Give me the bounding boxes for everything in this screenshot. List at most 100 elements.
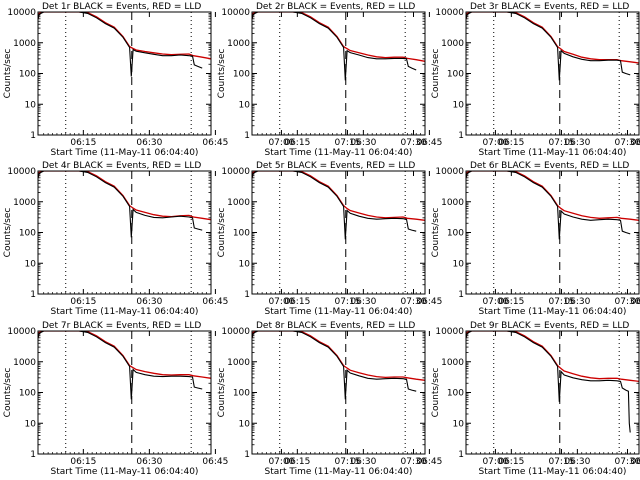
y-axis-label: Counts/sec xyxy=(217,368,227,418)
y-tick-label: 10 xyxy=(25,259,37,269)
events-series-line xyxy=(38,171,203,238)
x-tick-label: 07:00 xyxy=(268,297,294,307)
y-tick-label: 10 xyxy=(239,100,251,110)
x-tick-label: 06:45 xyxy=(416,297,442,307)
x-axis-label: Start Time (11-May-11 06:04:40) xyxy=(51,148,199,158)
panel-5: Det 5r BLACK = Events, RED = LLD Counts/s… xyxy=(217,161,640,317)
events-series-line xyxy=(38,12,203,77)
x-axis-label: Start Time (11-May-11 06:04:40) xyxy=(51,307,199,317)
x-tick-label: 06:45 xyxy=(416,457,442,467)
y-tick-label: 100 xyxy=(447,389,464,399)
y-axis-label: Counts/sec xyxy=(3,49,13,99)
plot-frame xyxy=(251,170,426,295)
panel-title: Det 1r BLACK = Events, RED = LLD xyxy=(42,2,201,12)
x-tick-label: 07:30 xyxy=(615,457,640,467)
plot-frame xyxy=(465,11,640,136)
lld-series-line xyxy=(252,171,425,221)
y-tick-label: 10000 xyxy=(7,8,36,18)
panel-title: Det 4r BLACK = Events, RED = LLD xyxy=(42,161,201,171)
lld-series-line xyxy=(252,12,425,62)
x-axis-label: Start Time (11-May-11 06:04:40) xyxy=(265,467,413,477)
y-tick-label: 10000 xyxy=(435,8,464,18)
lld-series-line xyxy=(38,331,211,379)
panel-1: Det 1r BLACK = Events, RED = LLD Counts/s… xyxy=(3,2,427,158)
panel-title: Det 5r BLACK = Events, RED = LLD xyxy=(256,161,415,171)
y-tick-label: 1 xyxy=(244,450,250,460)
y-tick-label: 10 xyxy=(25,419,37,429)
x-tick-label: 06:45 xyxy=(202,138,228,148)
panel-title: Det 6r BLACK = Events, RED = LLD xyxy=(470,161,629,171)
plot-frame xyxy=(37,11,212,136)
panel-4: Det 4r BLACK = Events, RED = LLD Counts/s… xyxy=(3,161,427,317)
y-tick-label: 10 xyxy=(239,259,251,269)
panel-3: Det 3r BLACK = Events, RED = LLD Counts/s… xyxy=(431,2,640,158)
panel-title: Det 3r BLACK = Events, RED = LLD xyxy=(470,2,629,12)
plot-frame xyxy=(251,11,426,136)
panel-9: Det 9r BLACK = Events, RED = LLD Counts/s… xyxy=(431,321,640,477)
x-tick-label: 06:15 xyxy=(498,138,524,148)
x-tick-label: 06:30 xyxy=(350,297,376,307)
y-axis-label: Counts/sec xyxy=(217,49,227,99)
y-tick-label: 1 xyxy=(244,131,250,141)
events-series-line xyxy=(466,331,631,433)
lld-series-line xyxy=(38,171,211,221)
y-axis-label: Counts/sec xyxy=(431,368,441,418)
x-tick-label: 06:15 xyxy=(498,297,524,307)
panel-2: Det 2r BLACK = Events, RED = LLD Counts/s… xyxy=(217,2,640,158)
panel-title: Det 7r BLACK = Events, RED = LLD xyxy=(42,321,201,331)
lld-series-line xyxy=(252,331,425,381)
x-tick-label: 06:45 xyxy=(630,138,640,148)
y-tick-label: 10000 xyxy=(221,8,250,18)
y-tick-label: 1 xyxy=(244,290,250,300)
y-tick-label: 10000 xyxy=(435,327,464,337)
y-tick-label: 1 xyxy=(458,131,464,141)
y-axis-label: Counts/sec xyxy=(431,49,441,99)
y-tick-label: 100 xyxy=(19,229,36,239)
x-tick-label: 07:15 xyxy=(334,457,360,467)
y-tick-label: 1000 xyxy=(441,39,464,49)
lld-series-line xyxy=(38,12,211,60)
x-tick-label: 07:00 xyxy=(482,297,508,307)
x-tick-label: 07:30 xyxy=(401,297,427,307)
x-tick-label: 06:45 xyxy=(202,297,228,307)
panel-8: Det 8r BLACK = Events, RED = LLD Counts/s… xyxy=(217,321,640,477)
y-tick-label: 100 xyxy=(233,70,250,80)
panel-title: Det 2r BLACK = Events, RED = LLD xyxy=(256,2,415,12)
y-tick-label: 10000 xyxy=(435,167,464,177)
x-tick-label: 07:15 xyxy=(548,297,574,307)
events-series-line xyxy=(252,12,417,81)
y-tick-label: 10000 xyxy=(221,167,250,177)
y-tick-label: 1000 xyxy=(227,198,250,208)
x-tick-label: 06:15 xyxy=(284,457,310,467)
y-tick-label: 1 xyxy=(458,450,464,460)
x-tick-label: 07:00 xyxy=(268,457,294,467)
x-tick-label: 06:45 xyxy=(630,457,640,467)
y-tick-label: 100 xyxy=(19,389,36,399)
panel-title: Det 8r BLACK = Events, RED = LLD xyxy=(256,321,415,331)
y-tick-label: 10 xyxy=(239,419,251,429)
x-tick-label: 07:30 xyxy=(615,138,640,148)
x-axis-label: Start Time (11-May-11 06:04:40) xyxy=(479,467,627,477)
x-tick-label: 07:15 xyxy=(334,297,360,307)
plot-frame xyxy=(465,330,640,455)
y-tick-label: 1000 xyxy=(13,39,36,49)
y-tick-label: 1000 xyxy=(13,198,36,208)
x-axis-label: Start Time (11-May-11 06:04:40) xyxy=(479,307,627,317)
y-tick-label: 1000 xyxy=(441,198,464,208)
x-tick-label: 07:00 xyxy=(482,138,508,148)
x-axis-label: Start Time (11-May-11 06:04:40) xyxy=(265,148,413,158)
panel-6: Det 6r BLACK = Events, RED = LLD Counts/s… xyxy=(431,161,640,317)
x-tick-label: 06:30 xyxy=(564,457,590,467)
x-tick-label: 06:15 xyxy=(70,457,96,467)
x-tick-label: 06:30 xyxy=(564,297,590,307)
y-tick-label: 10000 xyxy=(221,327,250,337)
lld-series-line xyxy=(466,331,639,383)
plot-frame xyxy=(251,330,426,455)
y-axis-label: Counts/sec xyxy=(431,208,441,258)
y-tick-label: 10000 xyxy=(7,327,36,337)
x-tick-label: 06:30 xyxy=(136,297,162,307)
y-tick-label: 10 xyxy=(453,259,465,269)
x-tick-label: 06:45 xyxy=(630,297,640,307)
lld-series-line xyxy=(466,12,639,64)
plot-frame xyxy=(37,170,212,295)
